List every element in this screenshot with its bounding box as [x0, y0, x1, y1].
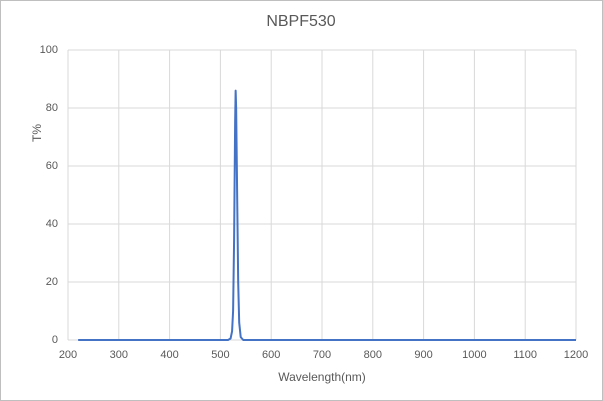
- y-tick-label: 40: [46, 218, 58, 230]
- x-tick-label: 600: [262, 349, 280, 361]
- y-tick-label: 80: [46, 102, 58, 114]
- y-tick-label: 100: [40, 44, 58, 56]
- x-tick-label: 700: [313, 349, 331, 361]
- x-tick-label: 800: [364, 349, 382, 361]
- data-line: [78, 89, 576, 341]
- y-axis-label: T%: [30, 124, 44, 142]
- chart-title: NBPF530: [266, 13, 335, 30]
- x-tick-label: 900: [414, 349, 432, 361]
- x-tick-label: 300: [110, 349, 128, 361]
- x-tick-label: 1100: [513, 349, 537, 361]
- x-tick-label: 200: [59, 349, 77, 361]
- x-tick-label: 400: [160, 349, 178, 361]
- x-tick-label: 500: [211, 349, 229, 361]
- y-tick-label: 0: [52, 334, 58, 346]
- x-tick-label: 1200: [564, 349, 588, 361]
- y-tick-label: 60: [46, 160, 58, 172]
- y-tick-label: 20: [46, 276, 58, 288]
- x-axis-label: Wavelength(nm): [278, 370, 366, 384]
- x-tick-label: 1000: [462, 349, 486, 361]
